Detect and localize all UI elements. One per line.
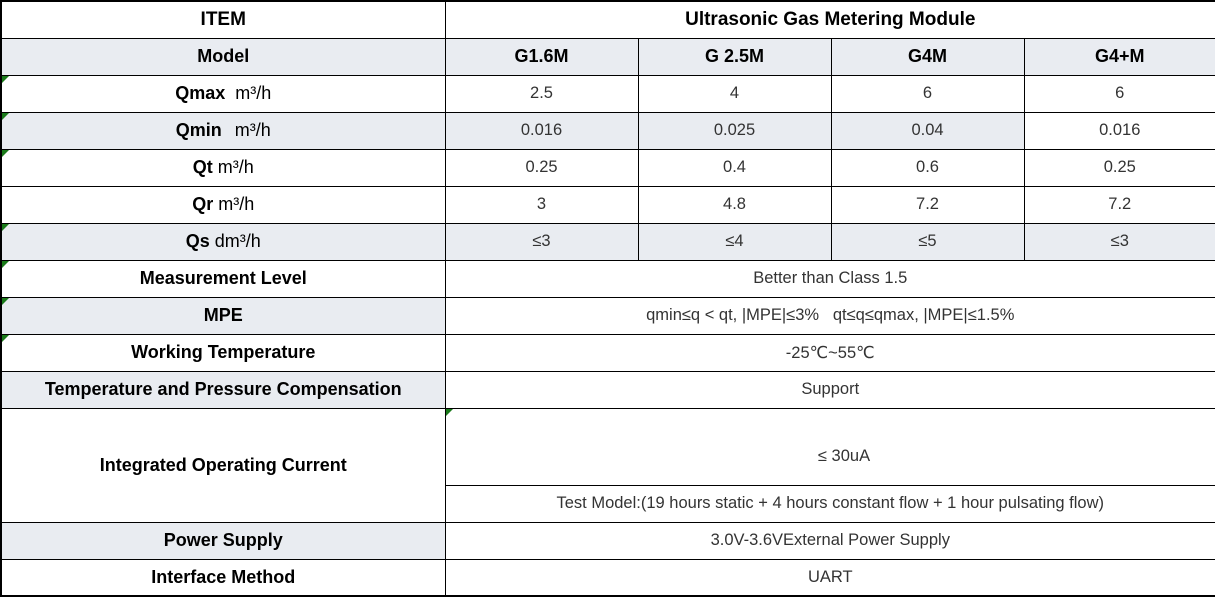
cell-flag-icon xyxy=(2,76,9,83)
cell-flag-icon xyxy=(2,335,9,342)
operating-current-label-cell: Integrated Operating Current xyxy=(0,407,446,523)
compensation-row: Temperature and Pressure Compensation Su… xyxy=(0,370,1215,409)
qr-row: Qr m³/h 3 4.8 7.2 7.2 xyxy=(0,185,1215,224)
qt-label: Qt xyxy=(192,157,213,177)
qs-value-g2-5m: ≤4 xyxy=(637,222,832,261)
model-cell-g4m: G4M xyxy=(830,37,1025,76)
qr-label-cell: Qr m³/h xyxy=(0,185,446,224)
qmin-value-g4plus-m: 0.016 xyxy=(1023,111,1215,150)
compensation-label-cell: Temperature and Pressure Compensation xyxy=(0,370,446,409)
power-supply-label-cell: Power Supply xyxy=(0,521,446,560)
cell-flag-icon xyxy=(2,113,9,120)
mpe-value-cell: qmin≤q < qt, |MPE|≤3% qt≤q≤qmax, |MPE|≤1… xyxy=(444,296,1215,335)
measurement-level-row: Measurement Level Better than Class 1.5 xyxy=(0,259,1215,298)
working-temperature-label: Working Temperature xyxy=(131,342,316,362)
measurement-level-label-cell: Measurement Level xyxy=(0,259,446,298)
measurement-level-label: Measurement Level xyxy=(139,268,307,288)
qmin-value-g2-5m: 0.025 xyxy=(637,111,832,150)
qt-unit: m³/h xyxy=(217,157,254,177)
model-cell-g4plus-m: G4+M xyxy=(1023,37,1215,76)
mpe-label: MPE xyxy=(203,305,243,325)
qr-value-g1-6m: 3 xyxy=(444,185,639,224)
model-row: Model G1.6M G 2.5M G4M G4+M xyxy=(0,37,1215,76)
interface-method-label-cell: Interface Method xyxy=(0,558,446,597)
qr-value-g2-5m: 4.8 xyxy=(637,185,832,224)
cell-flag-icon xyxy=(2,150,9,157)
qs-value-g1-6m: ≤3 xyxy=(444,222,639,261)
cell-flag-icon xyxy=(2,261,9,268)
cell-flag-icon xyxy=(2,224,9,231)
qt-label-cell: Qt m³/h xyxy=(0,148,446,187)
qmax-value-g1-6m: 2.5 xyxy=(444,74,639,113)
qmin-row: Qmin m³/h 0.016 0.025 0.04 0.016 xyxy=(0,111,1215,150)
header-row: ITEM Ultrasonic Gas Metering Module xyxy=(0,0,1215,39)
qmin-label-cell: Qmin m³/h xyxy=(0,111,446,150)
operating-current-row-2: Test Model:(19 hours static + 4 hours co… xyxy=(1,484,1215,523)
interface-method-row: Interface Method UART xyxy=(0,558,1215,597)
qmax-label-cell: Qmax m³/h xyxy=(0,74,446,113)
qr-value-g4m: 7.2 xyxy=(830,185,1025,224)
qmax-value-g4plus-m: 6 xyxy=(1023,74,1215,113)
qt-value-g1-6m: 0.25 xyxy=(444,148,639,187)
qmax-label: Qmax xyxy=(175,83,226,103)
qmin-unit: m³/h xyxy=(234,120,271,140)
operating-current-row-1: Integrated Operating Current ≤ 30uA xyxy=(0,407,1215,523)
qs-label-cell: Qs dm³/h xyxy=(0,222,446,261)
cell-flag-icon xyxy=(446,409,453,416)
model-label-cell: Model xyxy=(0,37,446,76)
interface-method-value-cell: UART xyxy=(444,558,1215,597)
working-temperature-value-cell: -25℃~55℃ xyxy=(444,333,1215,372)
mpe-label-cell: MPE xyxy=(0,296,446,335)
qr-label: Qr xyxy=(192,194,214,214)
qmax-value-g2-5m: 4 xyxy=(637,74,832,113)
qs-row: Qs dm³/h ≤3 ≤4 ≤5 ≤3 xyxy=(0,222,1215,261)
qr-value-g4plus-m: 7.2 xyxy=(1023,185,1215,224)
qmax-unit: m³/h xyxy=(235,83,272,103)
working-temperature-label-cell: Working Temperature xyxy=(0,333,446,372)
cell-flag-icon xyxy=(2,298,9,305)
qt-row: Qt m³/h 0.25 0.4 0.6 0.25 xyxy=(0,148,1215,187)
qt-value-g4plus-m: 0.25 xyxy=(1023,148,1215,187)
qmin-label: Qmin xyxy=(175,120,222,140)
module-title-cell: Ultrasonic Gas Metering Module xyxy=(444,0,1215,39)
operating-current-value-cell: ≤ 30uA xyxy=(444,407,1215,486)
mpe-row: MPE qmin≤q < qt, |MPE|≤3% qt≤q≤qmax, |MP… xyxy=(0,296,1215,335)
power-supply-row: Power Supply 3.0V-3.6VExternal Power Sup… xyxy=(0,521,1215,560)
qs-value-g4plus-m: ≤3 xyxy=(1023,222,1215,261)
working-temperature-row: Working Temperature -25℃~55℃ xyxy=(0,333,1215,372)
model-cell-g2-5m: G 2.5M xyxy=(637,37,832,76)
qs-unit: dm³/h xyxy=(214,231,261,251)
qmax-value-g4m: 6 xyxy=(830,74,1025,113)
item-header-cell: ITEM xyxy=(0,0,446,39)
qt-value-g2-5m: 0.4 xyxy=(637,148,832,187)
model-cell-g1-6m: G1.6M xyxy=(444,37,639,76)
operating-current-value: ≤ 30uA xyxy=(817,446,871,465)
measurement-level-value-cell: Better than Class 1.5 xyxy=(444,259,1215,298)
qmin-value-g4m: 0.04 xyxy=(830,111,1025,150)
compensation-value-cell: Support xyxy=(444,370,1215,409)
qs-value-g4m: ≤5 xyxy=(830,222,1025,261)
qr-unit: m³/h xyxy=(218,194,255,214)
qmin-value-g1-6m: 0.016 xyxy=(444,111,639,150)
power-supply-value-cell: 3.0V-3.6VExternal Power Supply xyxy=(444,521,1215,560)
qs-label: Qs xyxy=(185,231,210,251)
qt-value-g4m: 0.6 xyxy=(830,148,1025,187)
qmax-row: Qmax m³/h 2.5 4 6 6 xyxy=(0,74,1215,113)
test-model-value-cell: Test Model:(19 hours static + 4 hours co… xyxy=(444,484,1215,523)
